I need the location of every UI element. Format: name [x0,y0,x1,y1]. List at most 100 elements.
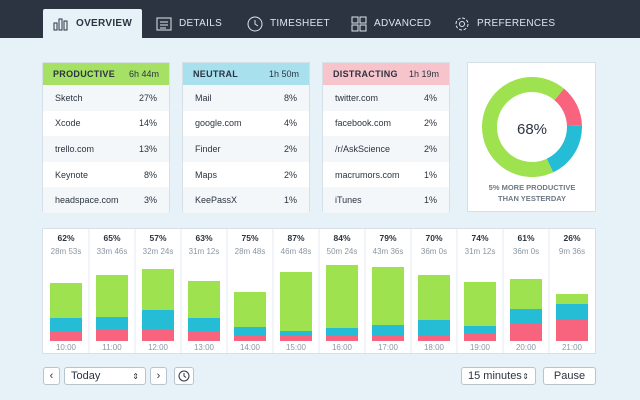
hour-label: 17:00 [378,343,399,352]
tab-label: DETAILS [179,18,223,29]
bar-segment [50,331,82,341]
tab-timesheet[interactable]: TIMESHEET [247,9,330,38]
category-header: DISTRACTING 1h 19m [323,63,449,85]
hour-label: 10:00 [56,343,77,352]
donut-caption: 5% MORE PRODUCTIVE [489,183,576,192]
bar-segment [142,329,174,341]
category-name: DISTRACTING [333,69,398,79]
category-name: NEUTRAL [193,69,239,79]
app-name: twitter.com [335,92,379,103]
timeline-chart: 62% 28m 53s 10:00 65% 33m 46s 11:00 57% 32m 24s… [50,229,588,353]
app-row: facebook.com 2% [323,111,449,137]
tab-label: OVERVIEW [76,18,133,29]
app-share: 2% [283,143,297,154]
hour-percent: 57% [149,233,166,243]
bar-segment [234,335,266,341]
category-rows: twitter.com 4% facebook.com 2%/r/AskScience… [323,85,449,213]
hour-percent: 70% [425,233,442,243]
hour-duration: 33m 46s [97,247,128,256]
app-share: 1% [423,195,437,206]
bar-segment [50,283,82,318]
date-value: Today [71,370,101,382]
hour-duration: 31m 12s [189,247,220,256]
interval-value: 15 minutes [468,370,522,382]
app-row: Mail 8% [183,85,309,111]
tab-overview[interactable]: OVERVIEW [43,9,143,38]
hour-percent: 87% [287,233,304,243]
hour-label: 19:00 [470,343,491,352]
category-rows: Mail 8% google.com 4% Finder 2% Maps 2% KeePassX… [183,85,309,213]
hour-duration: 36m 0s [513,247,539,256]
app-share: 2% [283,169,297,180]
hour-duration: 50m 24s [327,247,358,256]
app-name: headspace.com [55,195,119,206]
now-button[interactable] [174,367,194,385]
app-share: 3% [143,195,157,206]
bar-segment [556,294,588,304]
hour-percent: 62% [57,233,74,243]
icon [178,370,190,382]
hour-duration: 9m 36s [559,247,585,256]
bar-segment [372,267,404,325]
app-share: 2% [423,118,437,129]
app-name: Maps [195,169,218,180]
hour-label: 13:00 [194,343,215,352]
donut-chart: 68% 5% MORE PRODUCTIVE THAN YESTERDAY [482,76,582,203]
hour-percent: 65% [103,233,120,243]
bar-segment [510,323,542,341]
app-row: headspace.com 3% [43,187,169,213]
donut-caption: THAN YESTERDAY [498,194,566,203]
select-arrows: ⇕ [522,371,529,381]
bar-segment [510,279,542,309]
app-name: Sketch [55,92,83,103]
app-name: KeePassX [195,195,238,206]
app-row: /r/AskScience 2% [323,136,449,162]
app-row: Finder 2% [183,136,309,162]
app-share: 8% [283,92,297,103]
icon [351,16,367,31]
hour-label: 21:00 [562,343,583,352]
app-row: Maps 2% [183,162,309,188]
hour-duration: 28m 53s [51,247,82,256]
hour-label: 16:00 [332,343,353,352]
hour-duration: 43m 36s [373,247,404,256]
bar-segment [556,304,588,320]
category-name: PRODUCTIVE [53,69,116,79]
tab-preferences[interactable]: PREFERENCES [454,9,555,38]
donut-label: 68% [517,121,547,138]
bar-segment [326,328,358,335]
hour-percent: 26% [563,233,580,243]
hour-duration: 46m 48s [281,247,312,256]
hour-percent: 75% [241,233,258,243]
app-share: 2% [423,143,437,154]
select-arrows: ⇕ [132,371,139,381]
bar-segment [280,331,312,336]
app-name: facebook.com [335,118,392,129]
category-total: 1h 50m [268,69,299,79]
bar-segment [418,336,450,341]
hour-label: 11:00 [102,343,122,352]
tab-details[interactable]: DETAILS [156,9,222,38]
bar-segment [556,320,588,341]
hour-label: 14:00 [240,343,261,352]
donut-panel: 68% 5% MORE PRODUCTIVE THAN YESTERDAY [467,62,596,212]
app-name: trello.com [55,143,95,154]
bar-segment [326,265,358,328]
hour-duration: 36m 0s [421,247,447,256]
app-name: /r/AskScience [335,143,391,154]
tab-advanced[interactable]: ADVANCED [351,9,431,38]
category-header: PRODUCTIVE 6h 44m [43,63,169,85]
app-row: trello.com 13% [43,136,169,162]
category-panel: NEUTRAL 1h 50m Mail 8% google.com 4% Finder 2% M… [182,62,310,213]
hour-percent: 63% [195,233,212,243]
bar-segment [510,309,542,323]
date-select[interactable]: Today ⇕ [64,367,146,385]
pause-button[interactable]: Pause [543,367,596,385]
next-button[interactable]: › [150,367,167,385]
app-row: Keynote 8% [43,162,169,188]
interval-select[interactable]: 15 minutes ⇕ [461,367,536,385]
app-share: 13% [138,143,157,154]
prev-button[interactable]: ‹ [43,367,60,385]
bar-segment [418,320,450,336]
tab-label: TIMESHEET [270,18,330,29]
